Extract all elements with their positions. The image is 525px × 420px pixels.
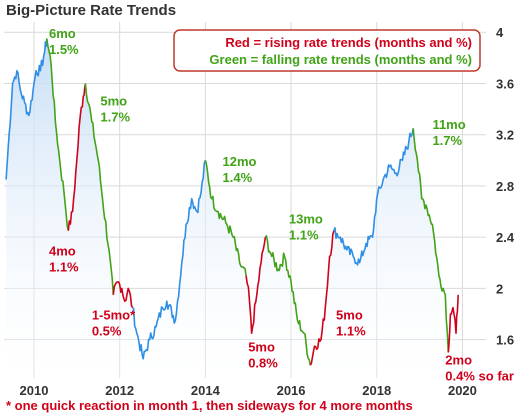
series-lines <box>5 38 459 366</box>
trend-annotation: 13mo 1.1% <box>289 212 323 243</box>
y-tick-label: 4 <box>496 25 504 40</box>
trend-annotation: 2mo 0.4% so far <box>445 352 514 383</box>
x-tick-label: 2014 <box>191 383 221 398</box>
series-segment-rising <box>67 83 87 231</box>
annotations: 6mo 1.5% 4mo 1.1% 5mo 1.7% 1-5mo* 0.5% 12mo 1.4% 5… <box>49 26 514 384</box>
trend-annotation: 5mo 1.7% <box>100 94 130 125</box>
y-tick-label: 1.6 <box>496 333 514 348</box>
trend-annotation: 6mo 1.5% <box>49 26 79 57</box>
trend-annotation: 1-5mo* 0.5% <box>92 308 136 339</box>
x-tick-label: 2016 <box>277 383 306 398</box>
chart-title: Big-Picture Rate Trends <box>6 2 177 19</box>
x-tick-label: 2018 <box>362 383 391 398</box>
series-segment-falling <box>46 38 70 231</box>
series-segment-rising <box>245 236 267 334</box>
trend-annotation: 4mo 1.1% <box>49 244 79 275</box>
trend-annotation: 5mo 1.1% <box>336 308 366 339</box>
series-segment-falling <box>84 83 115 295</box>
x-tick-label: 2020 <box>448 383 477 398</box>
legend: Red = rising rate trends (months and %) … <box>173 29 481 72</box>
x-tick-label: 2010 <box>20 383 49 398</box>
legend-box <box>173 29 481 72</box>
legend-entry-rising: Red = rising rate trends (months and %) <box>225 35 472 50</box>
footnote: * one quick reaction in month 1, then si… <box>6 398 413 413</box>
trend-annotation: 12mo 1.4% <box>223 154 257 185</box>
area-fill <box>6 38 459 378</box>
trend-annotation: 5mo 0.8% <box>248 340 278 371</box>
legend-entry-falling: Green = falling rate trends (months and … <box>209 52 472 67</box>
series-segment-rising <box>447 294 459 353</box>
series-segment-falling <box>412 128 450 353</box>
series-segment-falling <box>264 235 312 366</box>
area-under-curve <box>6 38 459 378</box>
y-tick-label: 3.2 <box>496 128 514 143</box>
series-segment-neutral <box>5 38 48 180</box>
series-segment-neutral <box>333 128 414 266</box>
trend-annotation: 11mo 1.7% <box>432 117 465 148</box>
series-segment-neutral <box>131 160 207 360</box>
y-tick-label: 2.8 <box>496 179 514 194</box>
series-segment-falling <box>204 160 247 276</box>
y-tick-label: 2.4 <box>496 230 515 245</box>
axes: 1.6 2 2.4 2.8 3.2 3.6 4 2010 2012 2014 2016 2018 202… <box>20 25 515 398</box>
x-tick-label: 2012 <box>105 383 134 398</box>
series-segment-rising <box>112 281 134 308</box>
series-segment-rising <box>309 230 335 366</box>
y-tick-label: 2 <box>496 281 503 296</box>
y-tick-label: 3.6 <box>496 76 514 91</box>
